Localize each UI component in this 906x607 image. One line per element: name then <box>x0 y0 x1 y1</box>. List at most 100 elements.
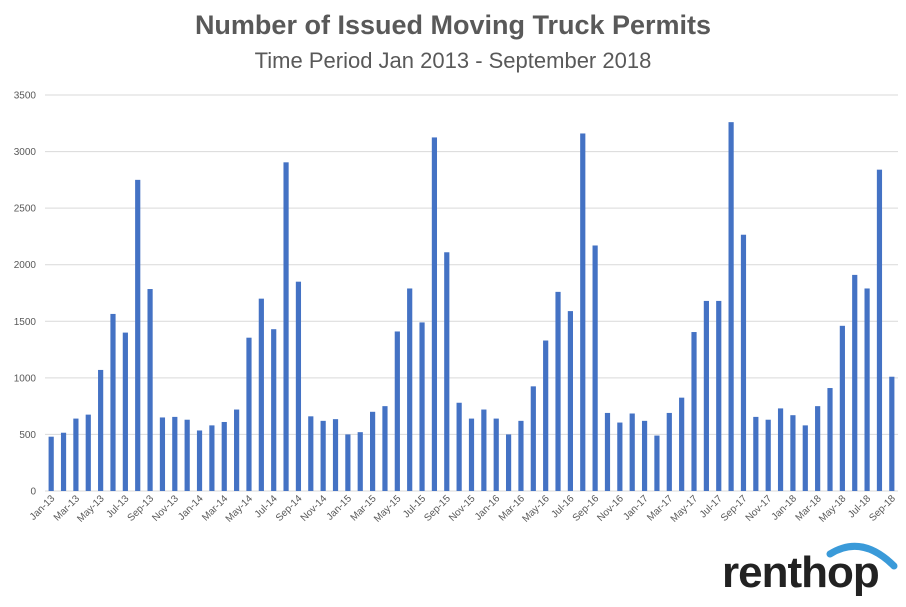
y-tick-label: 500 <box>19 430 36 441</box>
bar-May-17 <box>691 332 697 491</box>
bar-Dec-15 <box>481 409 487 491</box>
bar-Apr-15 <box>382 406 388 491</box>
bar-Feb-16 <box>505 434 512 491</box>
renthop-logo: renthop <box>722 540 902 600</box>
y-tick-label: 1000 <box>14 373 37 384</box>
bar-Oct-13 <box>159 417 166 491</box>
bar-Nov-13 <box>172 416 178 491</box>
bar-Apr-13 <box>85 414 91 491</box>
x-tick-label: Nov-13 <box>150 493 181 524</box>
bar-Oct-17 <box>753 416 759 491</box>
bar-Mar-16 <box>518 420 524 491</box>
x-tick-label: May-17 <box>669 493 701 525</box>
bar-Jul-14 <box>271 329 277 491</box>
logo-arc-icon <box>826 542 898 570</box>
y-axis-ticks: 0 500 1000 1500 2000 2500 3000 3500 <box>14 91 37 498</box>
bar-Feb-15 <box>357 432 363 491</box>
bar-Jul-13 <box>122 332 128 491</box>
bar-Nov-17 <box>765 419 771 491</box>
bar-Aug-17 <box>728 122 734 491</box>
bar-Jan-14 <box>196 430 203 491</box>
x-tick-label: May-14 <box>224 493 256 525</box>
bar-Sep-13 <box>147 289 153 491</box>
bar-Jul-15 <box>419 322 425 491</box>
x-tick-label: Nov-14 <box>299 493 330 524</box>
bar-Aug-13 <box>135 179 141 491</box>
x-tick-label: May-13 <box>75 493 107 525</box>
x-tick-label: Sep-14 <box>274 493 305 524</box>
bar-Apr-18 <box>827 388 833 491</box>
bar-May-13 <box>98 369 104 491</box>
bar-May-14 <box>246 337 252 491</box>
bar-Jan-13 <box>48 436 54 491</box>
bar-Sep-17 <box>740 234 747 491</box>
y-tick-label: 3500 <box>14 91 37 102</box>
bar-Oct-14 <box>308 416 314 491</box>
x-tick-label: May-16 <box>520 493 552 525</box>
bar-Apr-14 <box>234 409 240 491</box>
bar-Jul-18 <box>864 288 870 491</box>
bar-Dec-16 <box>629 413 635 491</box>
bar-Sep-15 <box>444 252 450 491</box>
bar-Jun-17 <box>703 300 709 491</box>
bar-Mar-13 <box>73 418 79 491</box>
x-tick-label: Sep-18 <box>867 493 898 524</box>
bar-Aug-16 <box>580 133 586 491</box>
bar-May-16 <box>543 340 549 491</box>
bar-Jan-17 <box>641 420 648 491</box>
bar-Sep-14 <box>295 281 302 491</box>
bar-May-18 <box>839 325 845 491</box>
logo-text: renthop <box>722 548 880 597</box>
bar-Mar-15 <box>370 411 376 491</box>
bar-Oct-15 <box>456 402 462 491</box>
bar-Feb-13 <box>60 432 67 491</box>
bar-Feb-18 <box>802 425 808 491</box>
bar-Nov-16 <box>617 422 623 491</box>
bar-Apr-17 <box>679 397 685 491</box>
bar-Mar-18 <box>815 406 821 491</box>
y-tick-label: 2500 <box>14 204 37 215</box>
bar-Jun-15 <box>407 288 413 491</box>
x-tick-label: Nov-17 <box>744 493 775 524</box>
bar-Mar-17 <box>666 412 672 491</box>
bar-Dec-13 <box>184 419 190 491</box>
y-tick-label: 1500 <box>14 317 37 328</box>
chart-subtitle: Time Period Jan 2013 - September 2018 <box>254 48 652 73</box>
bar-Jul-17 <box>716 300 722 491</box>
y-tick-label: 2000 <box>14 260 37 271</box>
y-tick-label: 0 <box>30 487 36 498</box>
bar-Aug-15 <box>431 137 438 491</box>
x-tick-label: Nov-15 <box>447 493 478 524</box>
bar-Jun-18 <box>852 274 858 491</box>
bar-Jul-16 <box>567 311 573 491</box>
bar-Sep-18 <box>889 376 895 491</box>
bar-Aug-18 <box>876 169 883 491</box>
bar-Jun-16 <box>555 291 561 491</box>
bar-Dec-14 <box>332 419 339 491</box>
bar-Jan-15 <box>345 434 351 491</box>
bars <box>48 122 895 491</box>
x-tick-label: Sep-16 <box>571 493 602 524</box>
bar-Nov-15 <box>468 418 475 491</box>
bar-Nov-14 <box>320 420 326 491</box>
bar-Mar-14 <box>221 421 227 491</box>
x-tick-label: Sep-15 <box>422 493 453 524</box>
bar-Oct-16 <box>604 412 611 491</box>
bar-Dec-17 <box>777 408 784 491</box>
bar-Aug-14 <box>283 162 289 491</box>
bar-Jan-16 <box>493 418 499 491</box>
bar-Apr-16 <box>530 386 536 491</box>
bar-Feb-14 <box>209 425 215 491</box>
bar-Jan-18 <box>790 415 796 491</box>
x-tick-label: May-15 <box>372 493 404 525</box>
bar-Jun-13 <box>110 313 116 491</box>
bar-Sep-16 <box>592 245 598 491</box>
x-tick-label: Sep-13 <box>126 493 157 524</box>
y-tick-label: 3000 <box>14 147 37 158</box>
chart-title: Number of Issued Moving Truck Permits <box>194 10 712 40</box>
bar-Feb-17 <box>654 435 660 491</box>
x-tick-label: Sep-17 <box>719 493 750 524</box>
x-tick-label: May-18 <box>817 493 849 525</box>
bar-Jun-14 <box>258 298 264 491</box>
